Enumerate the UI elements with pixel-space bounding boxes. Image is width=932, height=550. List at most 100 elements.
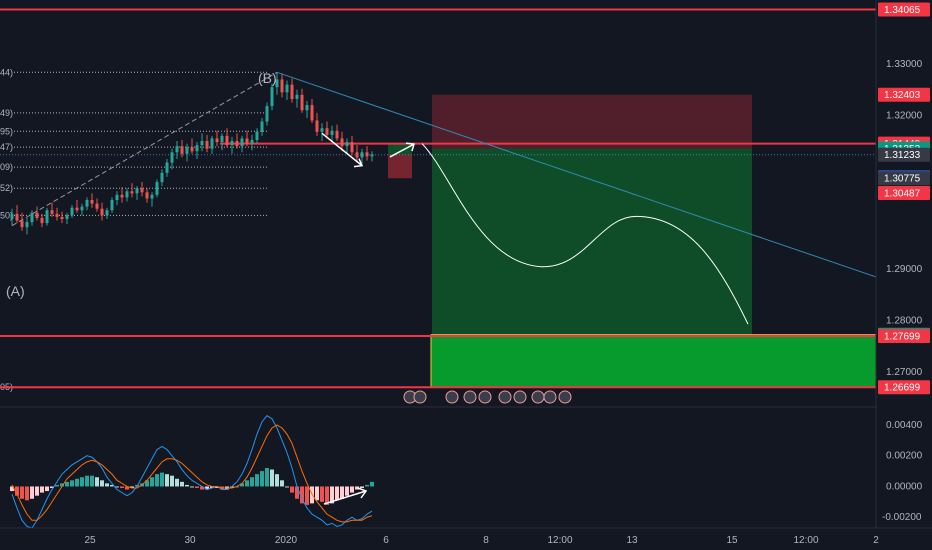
event-marker [445,390,459,404]
macd-histogram-bar [90,475,94,487]
candle-body [275,79,279,88]
price-tags: 1.340651.324031.314491.313521.312331.307… [878,2,930,395]
candle-body [135,188,139,194]
macd-tick-label: 0.00000 [886,481,923,492]
macd-histogram-bar [270,469,274,487]
macd-histogram-bar [125,486,129,490]
candle-body [355,152,359,158]
descending-trendline [276,71,877,278]
candle-body [330,130,334,135]
price-axis[interactable]: 1.33000 1.32000 1.29000 1.28000 1.27000 [886,59,923,378]
macd-line [11,415,373,529]
macd-histogram-bar [295,486,299,499]
candle-body [365,152,369,157]
macd-histogram-bar [115,486,119,488]
macd-histogram-bar [360,486,364,488]
macd-histogram-bar [145,480,149,487]
macd-histogram-bar [290,486,294,493]
economic-event-markers[interactable] [403,390,572,404]
macd-histogram-bar [35,486,39,496]
macd-signal-line [11,424,373,523]
macd-histogram-bar [305,486,309,505]
candle-body [220,135,224,143]
macd-histogram-bar [30,486,34,499]
macd-histogram-bar [190,486,194,488]
candle-body [310,105,314,121]
macd-pane [10,415,374,529]
candle-body [160,172,164,183]
event-marker [413,390,427,404]
candle-body [105,210,109,216]
event-marker [513,390,527,404]
candle-body [90,200,94,204]
macd-axis[interactable]: 0.00400 0.00200 0.00000 -0.00200 [882,420,923,523]
candle-body [190,147,194,152]
macd-histogram-bar [195,486,199,488]
price-tag-label: 1.34065 [884,5,921,16]
time-axis[interactable]: 25 30 2020 6 8 12:00 13 15 12:00 2 [84,535,879,546]
macd-histogram-bar [160,472,164,487]
macd-tick-label: -0.00200 [882,512,922,523]
price-tag-label: 1.31233 [884,150,921,161]
candle-body [300,94,304,111]
macd-histogram-bar [250,477,254,487]
macd-histogram-bar [240,483,244,487]
candle-body [270,87,274,107]
macd-histogram-bar [95,477,99,487]
price-tag [878,147,930,162]
price-tag [878,171,930,186]
candle-body [235,141,239,147]
price-tick-label: 1.33000 [886,59,923,70]
profit-zone-small [388,143,412,155]
time-tick-label: 2020 [275,535,298,546]
candle-body [210,138,214,149]
time-tick-label: 2 [873,535,879,546]
event-marker [531,390,545,404]
candle-body [280,79,284,93]
price-tick-label: 1.29000 [886,264,923,275]
wave-label-a: (A) [6,283,25,299]
candle-body [140,188,144,193]
candle-body [265,106,269,122]
fib-level-label: 44) [0,67,13,77]
candle-body [45,210,49,224]
time-tick-label: 13 [626,535,638,546]
candle-body [245,138,249,144]
horizontal-levels [0,8,876,389]
candle-body [65,215,69,219]
macd-histogram-bar [130,486,134,488]
stop-zone-small [388,154,412,179]
macd-histogram-bar [150,477,154,487]
price-tag [878,2,930,17]
macd-histogram-bar [70,480,74,487]
macd-histogram-bar [315,486,319,501]
candle-body [185,147,189,154]
macd-histogram-bar [330,486,334,504]
candle-body [130,191,134,194]
time-tick-label: 15 [726,535,738,546]
candle-body [315,120,319,132]
candle-body [370,154,374,157]
macd-histogram-bar [365,484,369,487]
candle-body [180,146,184,154]
macd-arrow-line [323,490,367,505]
candle-body [85,200,89,207]
fib-level-label: 52) [0,183,13,193]
macd-histogram-bar [200,486,204,490]
price-tag-label: 1.26699 [884,383,921,394]
macd-histogram-bar [175,478,179,487]
macd-histogram-bar [50,486,54,488]
time-tick-label: 30 [184,535,196,546]
candle-body [285,84,289,93]
fib-level-label: 50) [0,210,13,220]
wave-ab-line [11,71,278,227]
price-tag-label: 1.30775 [884,174,921,185]
candle-body [40,217,44,224]
macd-histogram-bar [285,486,289,488]
candle-body [155,182,159,195]
macd-histogram-bar [205,486,209,490]
candle-body [95,203,99,209]
macd-histogram-bar [100,480,104,487]
time-tick-label: 6 [383,535,389,546]
